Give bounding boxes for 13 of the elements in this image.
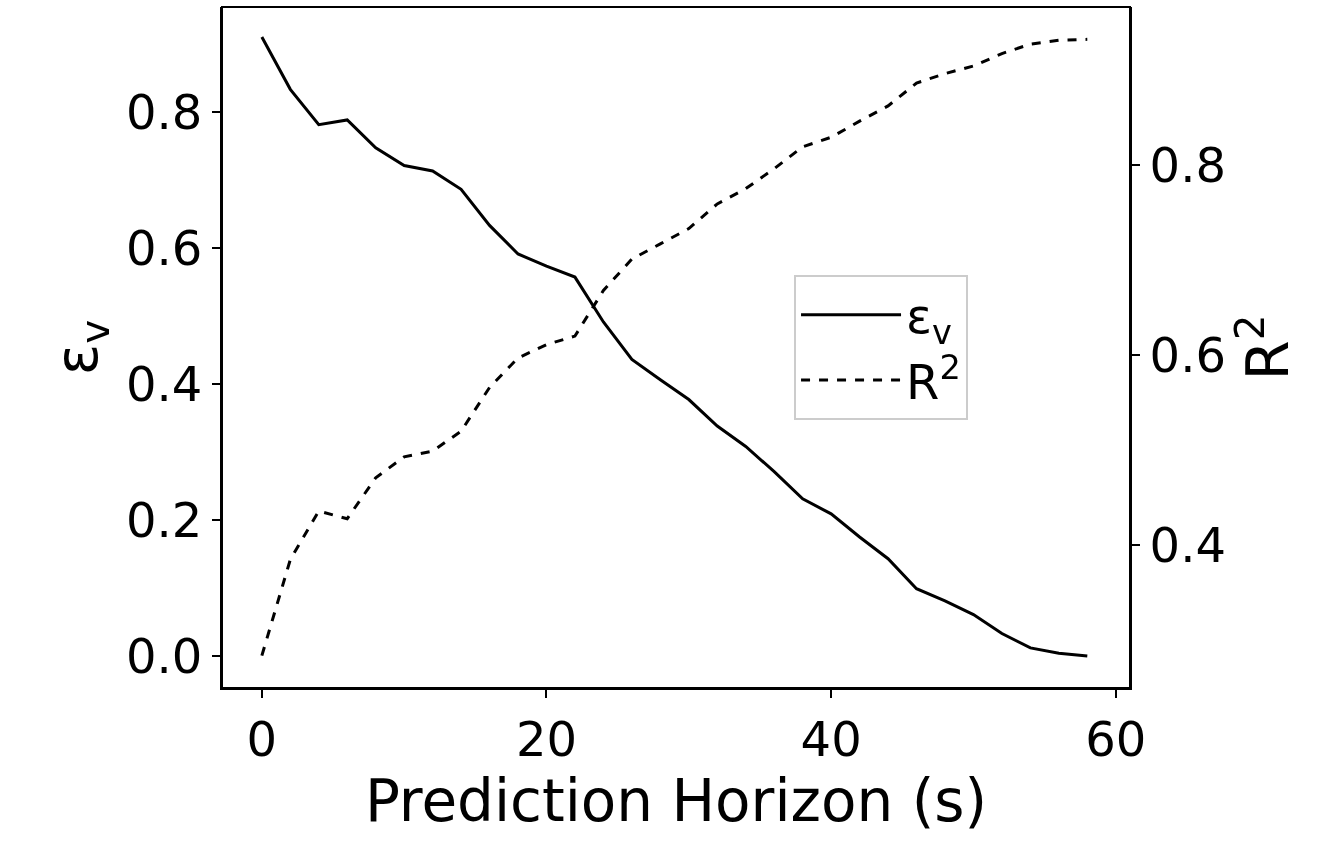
x-tick-label: 40 xyxy=(800,710,862,767)
x-tick-label: 20 xyxy=(515,710,578,767)
x-tick-label: 60 xyxy=(1085,710,1147,767)
y-tick-label: 0.2 xyxy=(126,491,203,548)
y-tick-label: 0.6 xyxy=(126,219,203,276)
x-tick-label: 0 xyxy=(246,710,278,767)
y2-tick-label: 0.6 xyxy=(1149,326,1226,383)
y2-tick-label: 0.8 xyxy=(1149,136,1226,193)
y-tick-label: 0.8 xyxy=(126,83,203,140)
y-tick-label: 0.0 xyxy=(126,627,203,684)
y-tick-label: 0.4 xyxy=(126,355,203,412)
x-axis-title: Prediction Horizon (s) xyxy=(364,766,988,835)
y2-tick-label: 0.4 xyxy=(1149,517,1226,574)
